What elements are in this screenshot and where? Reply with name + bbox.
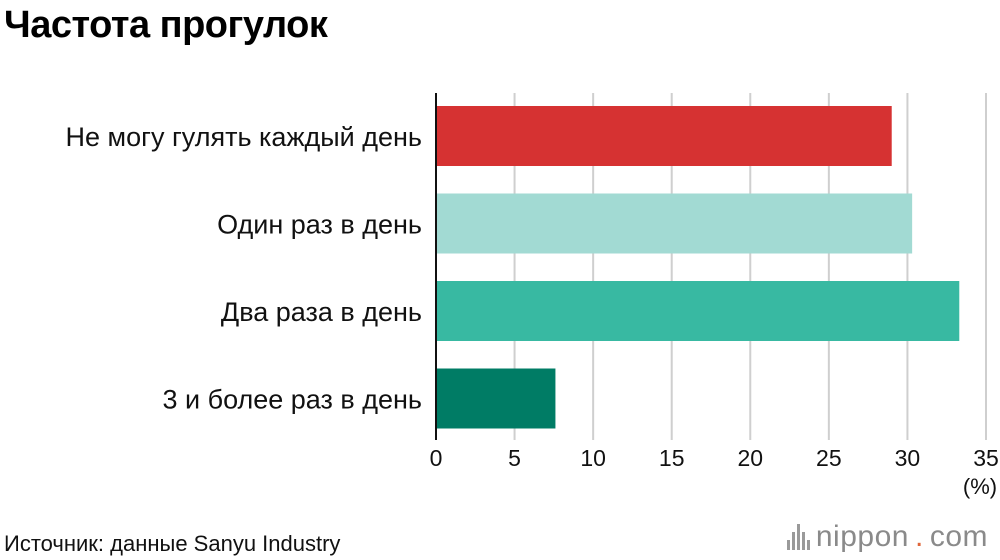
bar-chart: 0 5 10 15 20 25 30 35 (%) Не могу гулять каждый д… — [66, 93, 999, 499]
x-tick-label: 30 — [895, 445, 921, 471]
category-label: Два раза в день — [221, 297, 422, 327]
category-label: Не могу гулять каждый день — [66, 122, 422, 152]
bar — [436, 368, 556, 429]
category-label: Один раз в день — [217, 210, 422, 240]
x-tick-label: 15 — [659, 445, 685, 471]
bar — [436, 281, 960, 341]
x-tick-label: 10 — [580, 445, 606, 471]
brand-name: nippon — [815, 520, 909, 553]
bar — [436, 193, 913, 254]
x-tick-label: 35 — [973, 445, 999, 471]
brand-dot: . — [914, 520, 924, 553]
chart-title: Частота прогулок — [4, 4, 328, 46]
category-label: 3 и более раз в день — [163, 385, 422, 415]
x-tick-label: 5 — [508, 445, 521, 471]
x-tick-label: 0 — [430, 445, 443, 471]
brand-logo: nippon. com — [786, 520, 988, 554]
source-note: Источник: данные Sanyu Industry — [4, 531, 341, 556]
brand-tld: com — [929, 520, 988, 553]
x-unit-label: (%) — [963, 474, 997, 499]
bar — [436, 106, 892, 166]
brand-mark-icon — [786, 524, 810, 550]
x-tick-label: 25 — [816, 445, 842, 471]
x-tick-label: 20 — [737, 445, 763, 471]
